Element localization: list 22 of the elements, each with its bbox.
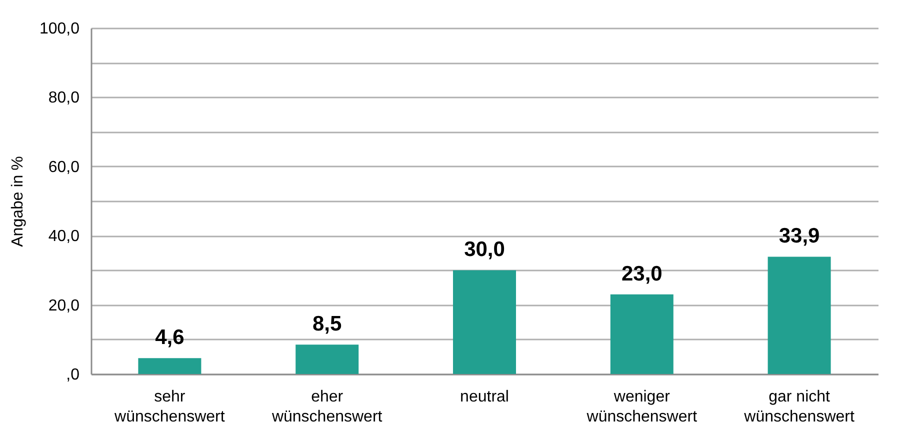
data-label: 30,0 [464,238,505,262]
x-tick-label: gar nicht wünschenswert [743,388,855,424]
bar [138,358,202,374]
data-label: 8,5 [312,312,342,336]
y-tick-label: 100,0 [39,20,80,38]
y-tick-label: 60,0 [48,158,80,176]
y-axis-title: Angabe in % [9,156,26,247]
y-tick-label: 80,0 [48,90,80,107]
bar [453,270,516,374]
y-tick-label: 40,0 [48,228,80,246]
data-label: 33,9 [778,224,820,248]
x-tick-label: sehr wünschenswert [114,388,226,424]
x-tick-label: weniger wünschenswert [586,388,698,424]
x-tick-label: neutral [460,388,509,406]
bar [768,256,831,374]
x-tick-label: eher wünschenswert [270,388,383,424]
data-label: 23,0 [621,262,662,286]
bar [610,294,674,374]
y-tick-label: ,0 [66,366,80,384]
data-label: 4,6 [155,326,184,350]
y-tick-label: 20,0 [48,297,80,314]
bar [296,344,359,374]
